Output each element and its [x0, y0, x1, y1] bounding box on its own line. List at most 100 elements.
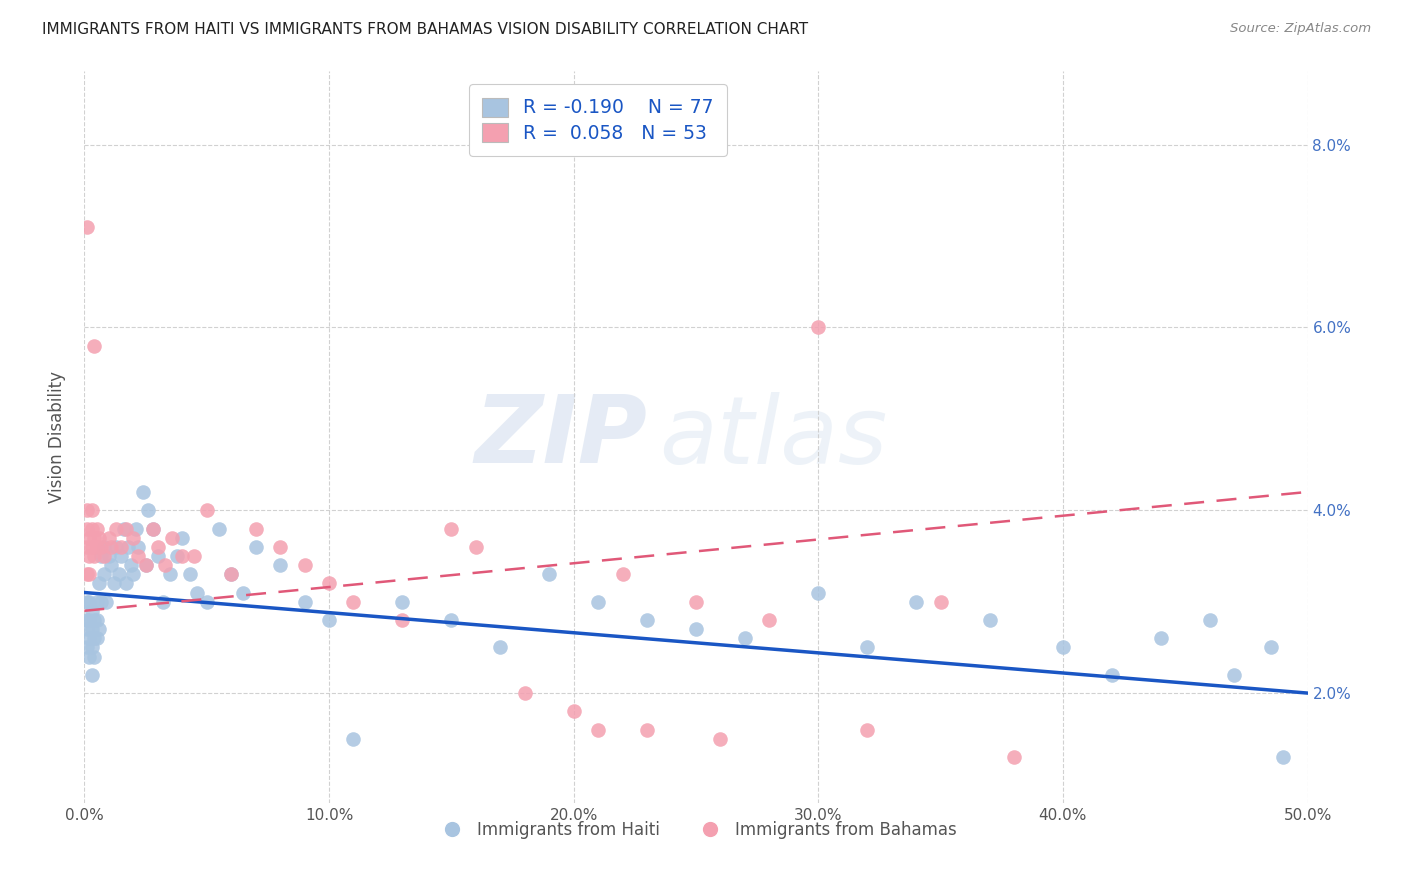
- Point: [87, 622, 110, 636]
- Point: [80, 540, 103, 554]
- Text: atlas: atlas: [659, 392, 887, 483]
- Point: [86, 540, 108, 554]
- Point: [107, 567, 129, 582]
- Point: [195, 594, 218, 608]
- Point: [734, 632, 756, 646]
- Point: [1198, 613, 1220, 627]
- Point: [83, 649, 105, 664]
- Point: [342, 731, 364, 746]
- Point: [1150, 632, 1173, 646]
- Point: [90, 549, 112, 563]
- Point: [685, 594, 707, 608]
- Point: [342, 594, 364, 608]
- Point: [685, 622, 707, 636]
- Point: [152, 594, 174, 608]
- Point: [90, 594, 112, 608]
- Point: [636, 613, 658, 627]
- Point: [87, 531, 110, 545]
- Point: [83, 632, 105, 646]
- Point: [232, 585, 254, 599]
- Point: [80, 521, 103, 535]
- Point: [103, 576, 125, 591]
- Point: [77, 531, 100, 545]
- Point: [122, 567, 145, 582]
- Point: [76, 219, 98, 234]
- Point: [979, 613, 1001, 627]
- Point: [905, 594, 928, 608]
- Point: [115, 576, 138, 591]
- Point: [117, 540, 139, 554]
- Point: [83, 338, 105, 352]
- Point: [856, 723, 879, 737]
- Point: [1101, 667, 1123, 682]
- Point: [758, 613, 780, 627]
- Point: [1223, 667, 1246, 682]
- Point: [100, 558, 122, 573]
- Point: [76, 540, 98, 554]
- Point: [80, 640, 103, 655]
- Point: [464, 540, 486, 554]
- Point: [153, 558, 176, 573]
- Point: [76, 613, 98, 627]
- Point: [80, 622, 103, 636]
- Point: [538, 567, 561, 582]
- Point: [807, 320, 830, 334]
- Point: [1260, 640, 1282, 655]
- Point: [208, 521, 231, 535]
- Point: [83, 613, 105, 627]
- Point: [115, 521, 138, 535]
- Point: [93, 549, 115, 563]
- Y-axis label: Vision Disability: Vision Disability: [48, 371, 66, 503]
- Point: [93, 540, 115, 554]
- Point: [120, 558, 142, 573]
- Point: [110, 540, 132, 554]
- Point: [77, 567, 100, 582]
- Point: [391, 594, 413, 608]
- Point: [135, 558, 157, 573]
- Point: [76, 567, 98, 582]
- Point: [76, 503, 98, 517]
- Point: [127, 540, 149, 554]
- Point: [86, 613, 108, 627]
- Point: [807, 585, 830, 599]
- Point: [294, 558, 316, 573]
- Point: [77, 632, 100, 646]
- Point: [166, 549, 188, 563]
- Point: [110, 549, 132, 563]
- Point: [97, 549, 120, 563]
- Point: [513, 686, 536, 700]
- Point: [489, 640, 512, 655]
- Point: [125, 521, 148, 535]
- Point: [440, 521, 463, 535]
- Point: [562, 705, 585, 719]
- Point: [929, 594, 952, 608]
- Point: [76, 594, 98, 608]
- Point: [93, 567, 115, 582]
- Point: [136, 503, 159, 517]
- Point: [80, 667, 103, 682]
- Point: [245, 521, 267, 535]
- Point: [97, 531, 120, 545]
- Point: [100, 540, 122, 554]
- Point: [142, 521, 165, 535]
- Point: [856, 640, 879, 655]
- Point: [245, 540, 267, 554]
- Point: [709, 731, 731, 746]
- Point: [76, 640, 98, 655]
- Point: [77, 594, 100, 608]
- Point: [195, 503, 218, 517]
- Point: [80, 503, 103, 517]
- Point: [636, 723, 658, 737]
- Point: [586, 594, 609, 608]
- Text: Source: ZipAtlas.com: Source: ZipAtlas.com: [1230, 22, 1371, 36]
- Point: [77, 549, 100, 563]
- Point: [219, 567, 242, 582]
- Point: [132, 485, 155, 500]
- Point: [269, 558, 291, 573]
- Point: [162, 531, 184, 545]
- Point: [77, 613, 100, 627]
- Point: [80, 604, 103, 618]
- Point: [318, 613, 340, 627]
- Point: [146, 540, 169, 554]
- Point: [1272, 750, 1295, 764]
